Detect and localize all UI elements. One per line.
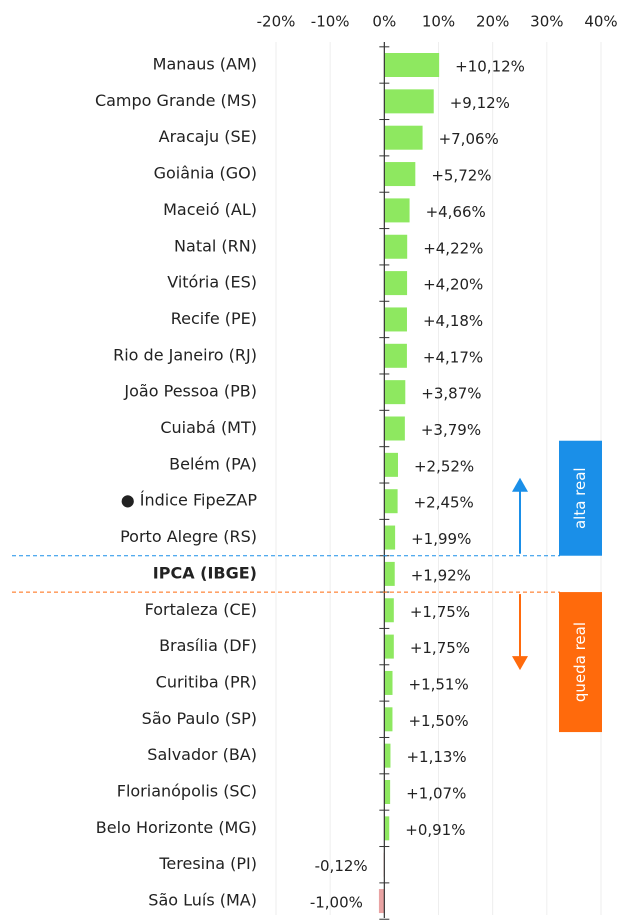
value-label: +1,07% [406,785,466,803]
bar [384,743,391,768]
value-label: -1,00% [310,894,363,912]
category-label: Belo Horizonte (MG) [96,818,257,837]
category-label: Porto Alegre (RS) [120,527,257,546]
bar [384,598,394,623]
bar [384,343,407,368]
value-label: +4,20% [423,276,483,294]
x-tick-label: 10% [422,13,455,31]
category-label: Fortaleza (CE) [145,600,257,619]
x-tick-label: -10% [311,13,350,31]
category-label: Teresina (PI) [158,854,257,873]
category-label: Manaus (AM) [153,55,257,74]
value-label: +1,99% [411,530,471,548]
bar [384,634,394,659]
category-label: Natal (RN) [174,236,257,255]
x-tick-label: 0% [372,13,396,31]
bar [384,561,395,586]
annotation-box [559,592,602,733]
bar [384,670,393,695]
bar [384,452,398,477]
bar [384,525,396,550]
value-label: +7,06% [439,130,499,148]
annotation-text: alta real [571,467,589,529]
value-label: -0,12% [315,857,368,875]
category-label: Brasília (DF) [159,636,257,655]
value-label: +1,50% [408,712,468,730]
value-label: +4,17% [423,348,483,366]
value-label: +4,66% [426,203,486,221]
value-label: +3,87% [421,385,481,403]
category-label: Curitiba (PR) [156,672,257,691]
bar [384,89,434,114]
value-label: +0,91% [405,821,465,839]
category-label: São Paulo (SP) [142,709,257,728]
category-label: João Pessoa (PB) [123,382,257,401]
x-tick-label: 20% [476,13,509,31]
value-label: +1,51% [409,675,469,693]
category-label: Aracaju (SE) [159,127,257,146]
value-label: +1,13% [406,748,466,766]
value-label: +2,45% [414,494,474,512]
category-label: Florianópolis (SC) [117,782,257,801]
category-label: Goiânia (GO) [154,164,257,183]
bar [384,489,398,514]
category-label: Maceió (AL) [163,200,257,219]
category-label: Rio de Janeiro (RJ) [113,345,257,364]
bar [384,816,390,841]
category-label: São Luís (MA) [148,891,257,910]
arrow-head [512,656,528,671]
value-label: +3,79% [421,421,481,439]
bar [384,198,410,223]
value-label: +9,12% [450,94,510,112]
bar [384,53,440,77]
annotation-text: queda real [571,622,589,702]
x-tick-label: 30% [530,13,563,31]
annotation-box [559,440,602,556]
category-label: ● Índice FipeZAP [121,491,258,510]
x-tick-label: 40% [584,13,617,31]
category-label: Vitória (ES) [167,273,257,292]
bar [384,416,405,441]
arrow-head [512,477,528,492]
category-label: IPCA (IBGE) [153,563,257,582]
value-label: +1,75% [410,603,470,621]
bar [384,780,391,804]
value-label: +10,12% [455,58,525,76]
bar [384,162,416,187]
bar [384,380,406,405]
category-label: Cuiabá (MT) [160,418,257,437]
bar [384,234,408,259]
bar [384,271,408,296]
bar [384,307,407,332]
category-label: Campo Grande (MS) [95,91,257,110]
category-label: Belém (PA) [169,454,257,473]
value-label: +4,18% [423,312,483,330]
x-tick-label: -20% [257,13,296,31]
bar [384,707,393,732]
bar [378,889,385,914]
category-label: Recife (PE) [171,309,257,328]
value-label: +5,72% [431,167,491,185]
value-label: +1,92% [411,566,471,584]
value-label: +4,22% [423,239,483,257]
category-label: Salvador (BA) [147,745,257,764]
value-label: +2,52% [414,457,474,475]
bar [384,125,423,150]
value-label: +1,75% [410,639,470,657]
